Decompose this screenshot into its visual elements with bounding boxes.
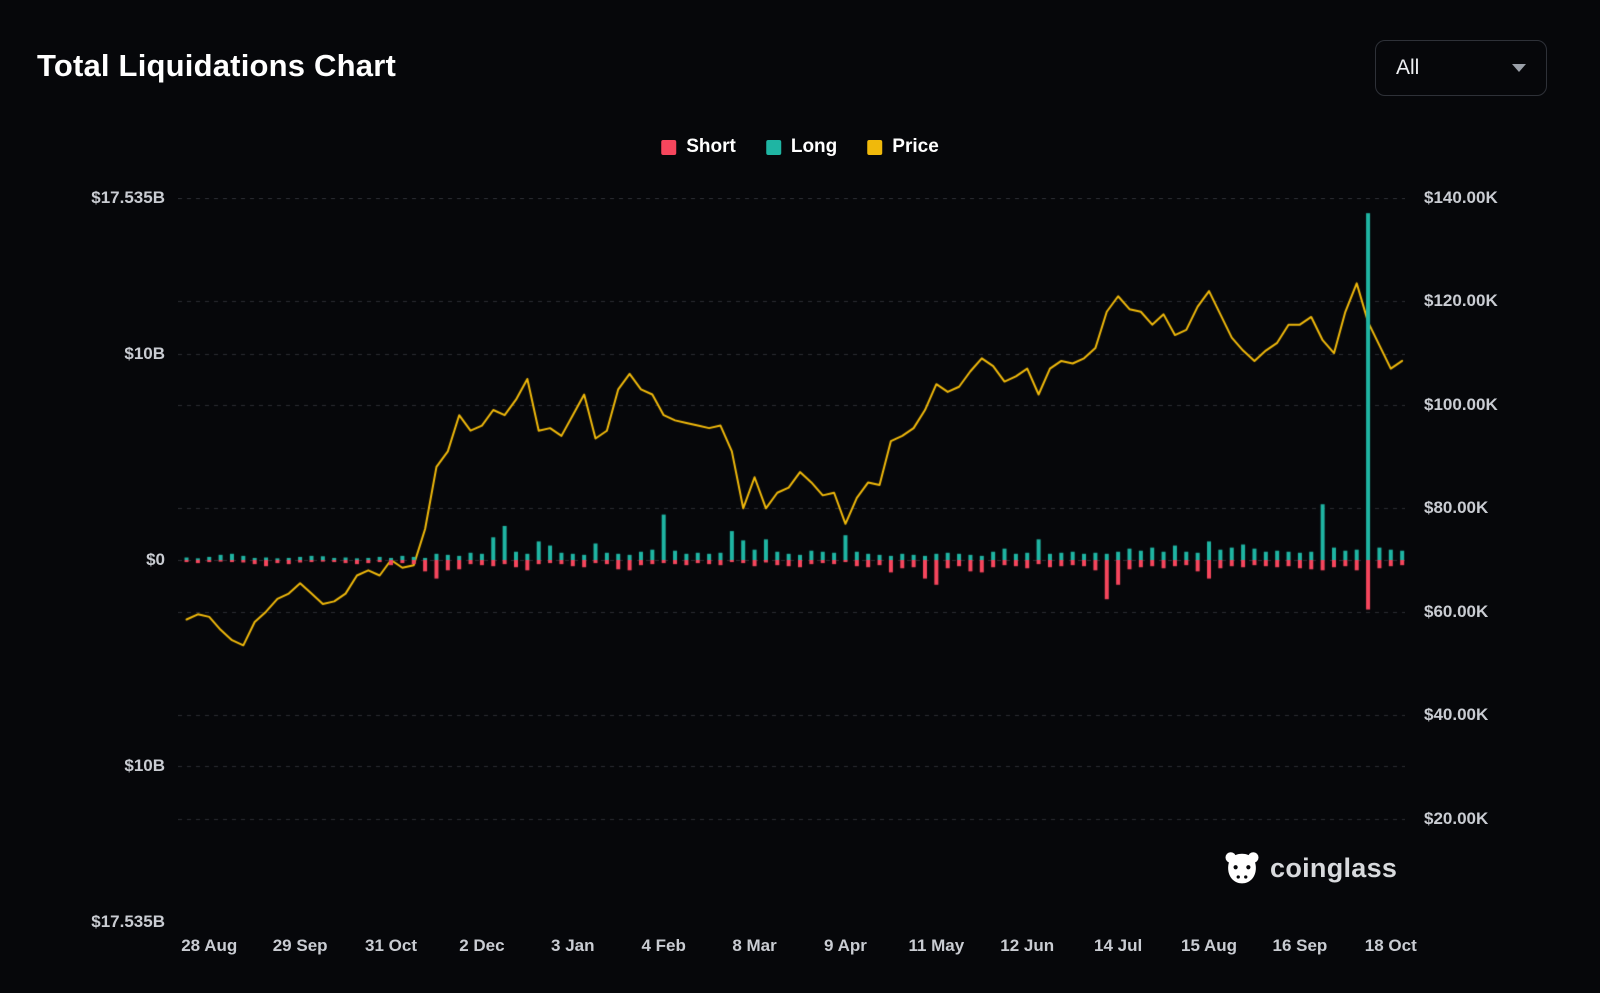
y-axis-left-label: $0 [146,550,165,569]
coinglass-logo-icon [1224,850,1260,886]
legend-item-price[interactable]: Price [867,136,939,158]
liquidations-price-chart[interactable] [178,198,1405,922]
x-axis-label: 29 Sep [272,936,328,955]
time-range-dropdown[interactable]: All [1375,40,1547,96]
legend-item-short[interactable]: Short [661,136,736,158]
y-axis-left-label: $10B [124,756,165,776]
coinglass-wordmark: coinglass [1270,852,1398,883]
page-title: Total Liquidations Chart [37,48,396,83]
long-color-swatch [765,139,781,155]
x-axis-label: 16 Sep [1272,936,1328,955]
y-axis-right-label: $40.00K [1424,705,1489,725]
x-axis-label: 2 Dec [459,936,505,955]
legend-item-long[interactable]: Long [765,136,838,158]
legend-label-short: Short [686,136,736,157]
x-axis-label: 9 Apr [824,936,867,955]
x-axis-label: 14 Jul [1094,936,1143,955]
y-axis-right-label: $120.00K [1424,291,1498,311]
x-axis-label: 8 Mar [732,936,777,955]
price-color-swatch [867,139,883,155]
chart-legend: Short Long Price [661,136,939,158]
y-axis-right-label: $60.00K [1424,601,1489,621]
y-axis-left-label: $17.535B [91,912,165,931]
coinglass-watermark: coinglass [1224,850,1397,886]
x-axis-label: 31 Oct [365,936,417,955]
x-axis-label: 3 Jan [551,936,595,955]
x-axis-label: 4 Feb [641,936,686,955]
legend-label-price: Price [892,136,939,157]
y-axis-left-label: $17.535B [91,188,165,207]
x-axis-label: 12 Jun [1000,936,1055,955]
short-color-swatch [661,139,677,155]
y-axis-left-label: $10B [124,343,165,363]
y-axis-right-label: $140.00K [1424,188,1498,207]
x-axis-label: 28 Aug [181,936,238,955]
x-axis-label: 18 Oct [1364,936,1417,955]
legend-label-long: Long [790,136,838,157]
time-range-dropdown-value: All [1396,56,1420,79]
x-axis-label: 15 Aug [1180,936,1238,955]
y-axis-right-label: $100.00K [1424,394,1498,414]
y-axis-right-label: $80.00K [1424,498,1489,518]
x-axis-label: 11 May [908,936,965,955]
chevron-down-icon [1512,64,1526,72]
y-axis-right-label: $20.00K [1424,808,1489,828]
